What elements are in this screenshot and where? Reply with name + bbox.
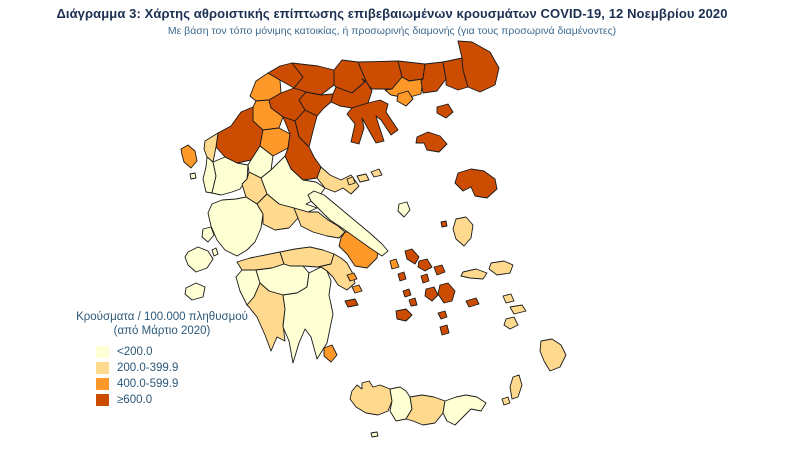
region-milos <box>395 308 413 322</box>
region-mykonos <box>433 264 446 276</box>
legend-swatch <box>96 394 109 406</box>
legend-swatch <box>96 346 109 358</box>
region-arta <box>211 156 249 196</box>
region-ydra <box>344 298 359 308</box>
region-kythnos <box>397 271 407 282</box>
region-thesprotia <box>203 132 219 163</box>
region-messinia <box>246 282 286 352</box>
legend-swatch <box>96 362 109 374</box>
legend-label: 400.0-599.9 <box>117 378 179 390</box>
region-korinthia <box>279 246 335 268</box>
region-voiotia <box>293 207 346 239</box>
region-lefkada <box>201 226 215 243</box>
figure-subtitle: Με βάση τον τόπο μόνιμης κατοικίας, ή πρ… <box>167 25 617 37</box>
legend-title: Κρούσματα / 100.000 πληθυσμού <box>76 311 248 323</box>
region-kos <box>509 304 527 315</box>
legend-label: <200.0 <box>117 346 153 358</box>
region-samos <box>488 260 514 276</box>
legend-items: <200.0 200.0-399.9 400.0-599.9 ≥600.0 <box>72 344 252 408</box>
region-xanthi <box>420 61 447 94</box>
region-paxoi <box>189 172 197 180</box>
region-syros <box>420 273 430 284</box>
region-kea <box>389 258 400 270</box>
region-kavala <box>384 76 424 99</box>
region-aitoloakarnania <box>207 196 264 257</box>
legend-item: <200.0 <box>96 344 252 360</box>
region-kasos <box>501 396 511 406</box>
region-thasos <box>396 90 414 107</box>
region-astypalaia <box>503 316 519 330</box>
region-sifnos <box>408 297 418 307</box>
region-ios <box>437 310 448 320</box>
region-sporades-skiathos <box>346 176 356 186</box>
region-lakonia <box>282 266 334 364</box>
region-santorini <box>439 324 450 336</box>
region-ithaki <box>211 247 219 257</box>
region-tinos <box>417 258 433 272</box>
region-skyros <box>397 201 411 218</box>
map-regions <box>180 40 567 438</box>
region-sporades-alonnisos <box>370 168 383 178</box>
region-fokida <box>256 193 299 231</box>
legend-subtitle: (από Μάρτιο 2020) <box>113 325 211 337</box>
region-salamina <box>346 272 358 282</box>
region-magnesia <box>316 166 360 195</box>
region-kalymnos <box>502 293 515 304</box>
region-ikaria <box>460 268 488 280</box>
region-psara <box>440 220 448 228</box>
region-naxos <box>437 282 456 304</box>
region-zakynthos <box>184 282 206 301</box>
legend-label: ≥600.0 <box>117 394 153 406</box>
region-kefalonia <box>184 246 214 273</box>
region-evros <box>457 40 500 93</box>
legend-item: ≥600.0 <box>96 392 252 408</box>
region-lasithi <box>442 394 487 426</box>
legend-item: 400.0-599.9 <box>96 376 252 392</box>
region-andros <box>404 248 420 265</box>
region-lesvos <box>454 168 498 199</box>
region-rodos <box>539 338 567 372</box>
region-kythira <box>323 344 338 363</box>
legend-swatch <box>96 378 109 390</box>
region-evia <box>307 190 389 257</box>
region-kerkyra <box>180 144 198 169</box>
region-chalkidiki <box>346 99 399 145</box>
region-chania <box>349 380 393 416</box>
legend-item: 200.0-399.9 <box>96 360 252 376</box>
region-gavdos <box>370 431 379 438</box>
region-amorgos <box>465 297 480 308</box>
region-irakleio <box>405 394 446 426</box>
region-sporades-skopelos <box>356 173 370 183</box>
region-paros <box>424 286 439 302</box>
region-limnos <box>415 131 448 153</box>
legend-label: 200.0-399.9 <box>117 362 179 374</box>
region-karpathos <box>509 374 523 400</box>
region-aigina <box>351 284 363 294</box>
region-serifos <box>402 288 412 298</box>
region-samothraki <box>436 103 454 119</box>
figure-title: Διάγραμμα 3: Χάρτης αθροιστικής επίπτωση… <box>56 6 728 21</box>
region-chios <box>452 216 474 247</box>
legend: Κρούσματα / 100.000 πληθυσμού (από Μάρτι… <box>72 311 252 408</box>
